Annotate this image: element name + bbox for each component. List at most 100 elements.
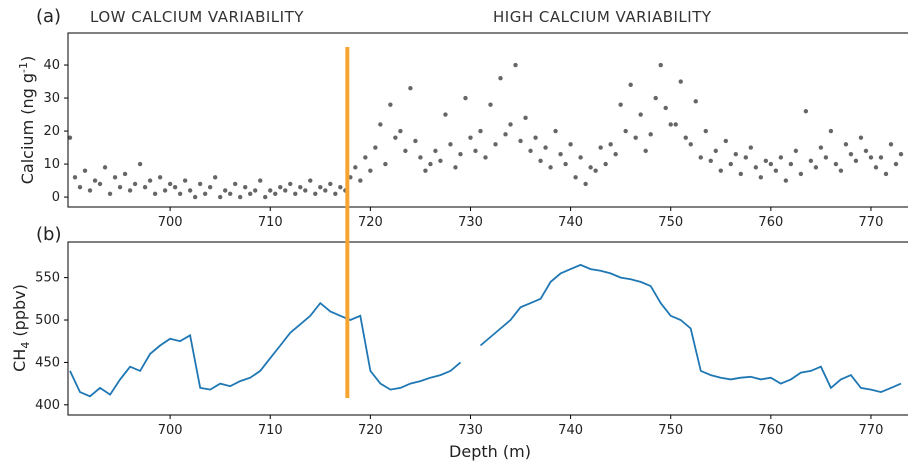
point <box>298 184 303 190</box>
x-tick-label: 740 <box>558 423 583 438</box>
point <box>87 188 93 193</box>
ch4-line <box>69 263 902 398</box>
point <box>763 158 769 163</box>
axes-frame <box>67 241 908 416</box>
y-axis-label: CH4 (ppbv) <box>10 284 32 372</box>
point <box>468 135 473 140</box>
point <box>618 102 623 107</box>
point <box>207 184 213 190</box>
point <box>848 151 854 157</box>
point <box>818 145 824 150</box>
point <box>558 151 563 157</box>
point <box>458 151 463 157</box>
point <box>753 165 759 170</box>
point <box>393 135 398 140</box>
point <box>72 175 78 180</box>
y-tick-label: 40 <box>43 58 60 73</box>
x-tick-label: 700 <box>158 215 183 230</box>
point <box>793 148 799 154</box>
point <box>883 171 889 177</box>
points <box>67 62 904 200</box>
point <box>162 188 168 193</box>
point <box>828 128 834 134</box>
point <box>573 175 578 180</box>
point <box>243 184 248 190</box>
point <box>513 62 518 68</box>
y-tick-label: 400 <box>35 398 60 413</box>
point <box>338 184 343 190</box>
point <box>493 142 498 147</box>
point <box>463 95 468 101</box>
point <box>403 148 408 154</box>
point <box>723 138 728 144</box>
point <box>548 165 553 170</box>
point <box>843 142 849 147</box>
point <box>253 188 258 193</box>
point <box>713 148 718 154</box>
point <box>823 155 829 160</box>
point <box>227 191 233 196</box>
point <box>853 158 859 163</box>
point <box>673 122 678 127</box>
point <box>323 188 328 193</box>
point <box>473 148 478 154</box>
point <box>738 171 744 177</box>
point <box>593 168 598 173</box>
point <box>698 155 703 160</box>
point <box>563 161 568 167</box>
point <box>498 76 503 81</box>
point <box>813 165 819 170</box>
point <box>483 155 488 160</box>
point <box>833 161 839 167</box>
point <box>708 158 713 163</box>
point <box>783 178 789 183</box>
point <box>408 85 413 91</box>
point <box>658 62 663 68</box>
y-axis-label-sup: -1 <box>17 62 30 73</box>
y-tick-label: 0 <box>52 190 60 205</box>
x-tick-label: 750 <box>658 423 683 438</box>
point <box>758 175 764 180</box>
point <box>283 188 288 193</box>
point <box>102 165 108 170</box>
point <box>653 95 658 101</box>
point <box>398 128 403 134</box>
x-tick-label: 720 <box>358 423 383 438</box>
point <box>423 168 428 173</box>
annotation: HIGH CALCIUM VARIABILITY <box>493 8 712 26</box>
point <box>443 112 448 117</box>
x-tick-label: 760 <box>758 215 783 230</box>
x-tick-label: 740 <box>558 215 583 230</box>
point <box>202 191 208 196</box>
point <box>313 191 318 196</box>
point <box>878 155 884 160</box>
point <box>633 135 638 140</box>
point <box>197 181 203 187</box>
point <box>688 142 693 147</box>
point <box>97 181 103 187</box>
point <box>373 145 378 150</box>
point <box>858 135 864 140</box>
panel-label: (a) <box>36 6 61 27</box>
point <box>628 82 633 88</box>
point <box>808 158 814 163</box>
point <box>152 191 158 196</box>
point <box>528 148 533 154</box>
point <box>222 188 228 193</box>
y-tick-label: 30 <box>43 91 60 106</box>
point <box>873 165 879 170</box>
point <box>863 148 869 154</box>
x-axis-label: Depth (m) <box>449 442 531 461</box>
point <box>238 194 243 200</box>
y-tick-label: 550 <box>35 271 60 286</box>
point <box>523 115 528 121</box>
y-tick-label: 20 <box>43 124 60 139</box>
point <box>603 161 608 167</box>
point <box>142 184 148 190</box>
point <box>503 132 508 137</box>
x-tick-label: 710 <box>258 423 283 438</box>
point <box>613 151 618 157</box>
point <box>743 155 749 160</box>
point <box>488 102 493 107</box>
point <box>623 128 628 134</box>
